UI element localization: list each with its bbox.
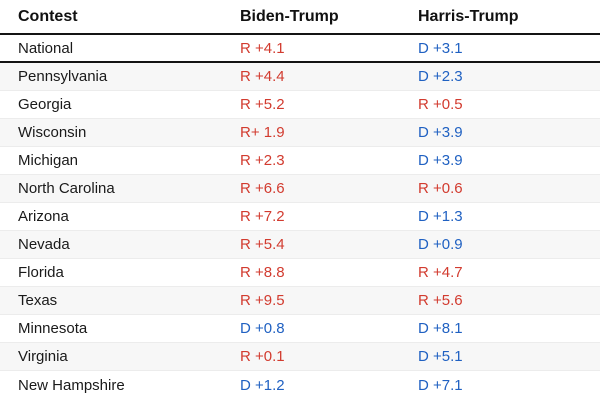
harris-trump-margin: D +3.1 <box>418 39 463 57</box>
contest-cell: Georgia <box>18 96 72 113</box>
table-row: Michigan R +2.3 D +3.9 <box>0 147 600 175</box>
biden-trump-margin: R +5.2 <box>240 96 285 113</box>
table-row: Georgia R +5.2 R +0.5 <box>0 91 600 119</box>
harris-trump-margin: R +0.6 <box>418 180 463 197</box>
harris-trump-margin: D +0.9 <box>418 236 463 253</box>
table-header-row: Contest Biden-Trump Harris-Trump <box>0 0 600 35</box>
table-row: Virginia R +0.1 D +5.1 <box>0 343 600 371</box>
column-header-harris-trump: Harris-Trump <box>418 7 519 25</box>
table-row: Arizona R +7.2 D +1.3 <box>0 203 600 231</box>
table-row: Pennsylvania R +4.4 D +2.3 <box>0 63 600 91</box>
harris-trump-margin: D +3.9 <box>418 152 463 169</box>
contest-cell: Pennsylvania <box>18 68 108 85</box>
harris-trump-margin: R +0.5 <box>418 96 463 113</box>
column-header-biden-trump: Biden-Trump <box>240 7 339 25</box>
table-body: National R +4.1 D +3.1 Pennsylvania R +4.4 D … <box>0 35 600 399</box>
contest-cell: Nevada <box>18 236 70 253</box>
biden-trump-margin: R +2.3 <box>240 152 285 169</box>
contest-cell: Texas <box>18 292 58 309</box>
table-row: New Hampshire D +1.2 D +7.1 <box>0 371 600 399</box>
biden-trump-margin: D +0.8 <box>240 320 285 337</box>
harris-trump-margin: D +5.1 <box>418 348 463 365</box>
table-row: North Carolina R +6.6 R +0.6 <box>0 175 600 203</box>
biden-trump-margin: R+ 1.9 <box>240 124 285 141</box>
contest-cell: Florida <box>18 264 64 281</box>
harris-trump-margin: D +3.9 <box>418 124 463 141</box>
contest-cell: North Carolina <box>18 180 115 197</box>
contest-cell: Michigan <box>18 152 79 169</box>
contest-cell: Arizona <box>18 208 69 225</box>
table-row: Nevada R +5.4 D +0.9 <box>0 231 600 259</box>
contest-cell: Minnesota <box>18 320 88 337</box>
harris-trump-margin: R +4.7 <box>418 264 463 281</box>
table-row: Wisconsin R+ 1.9 D +3.9 <box>0 119 600 147</box>
biden-trump-margin: R +8.8 <box>240 264 285 281</box>
contest-cell: New Hampshire <box>18 376 125 394</box>
table-row: National R +4.1 D +3.1 <box>0 35 600 63</box>
biden-trump-margin: D +1.2 <box>240 376 285 394</box>
table-row: Texas R +9.5 R +5.6 <box>0 287 600 315</box>
column-header-contest: Contest <box>18 7 78 25</box>
biden-trump-margin: R +4.4 <box>240 68 285 85</box>
harris-trump-margin: R +5.6 <box>418 292 463 309</box>
contest-cell: National <box>18 39 74 57</box>
contest-cell: Virginia <box>18 348 68 365</box>
harris-trump-margin: D +7.1 <box>418 376 463 394</box>
biden-trump-margin: R +5.4 <box>240 236 285 253</box>
table-row: Minnesota D +0.8 D +8.1 <box>0 315 600 343</box>
harris-trump-margin: D +8.1 <box>418 320 463 337</box>
biden-trump-margin: R +9.5 <box>240 292 285 309</box>
harris-trump-margin: D +1.3 <box>418 208 463 225</box>
harris-trump-margin: D +2.3 <box>418 68 463 85</box>
biden-trump-margin: R +7.2 <box>240 208 285 225</box>
contest-cell: Wisconsin <box>18 124 87 141</box>
biden-trump-margin: R +4.1 <box>240 39 285 57</box>
biden-trump-margin: R +0.1 <box>240 348 285 365</box>
biden-trump-margin: R +6.6 <box>240 180 285 197</box>
table-row: Florida R +8.8 R +4.7 <box>0 259 600 287</box>
